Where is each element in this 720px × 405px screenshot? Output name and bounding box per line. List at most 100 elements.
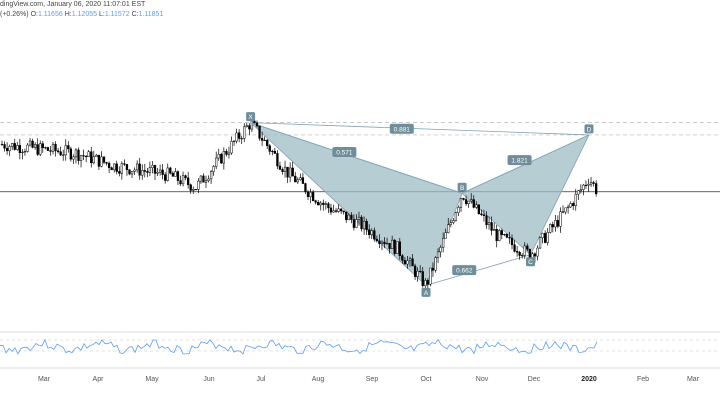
candle-body-94 [238, 132, 241, 139]
candle-body-52 [130, 171, 134, 175]
oscillator-line[interactable] [0, 338, 598, 355]
header-close-value: 1.11851 [138, 11, 164, 18]
candle-body-41 [102, 156, 106, 163]
candle-body-59 [148, 167, 152, 173]
candle-body-25 [62, 154, 65, 156]
candle-body-150 [380, 241, 384, 244]
candle-body-65 [164, 174, 167, 181]
candle-body-202 [513, 244, 516, 252]
candle-body-132 [334, 210, 338, 212]
candle-body-89 [225, 150, 228, 155]
candle-body-129 [327, 203, 330, 209]
candle-body-35 [87, 151, 90, 158]
candle-body-229 [582, 184, 585, 190]
candle-body-154 [391, 239, 394, 249]
candle-body-46 [115, 163, 118, 172]
candle-body-79 [199, 175, 203, 182]
pattern-point-C-badge[interactable] [526, 257, 536, 267]
candle-body-24 [59, 151, 62, 156]
header-low-label: L: [98, 11, 105, 18]
candle-body-28 [69, 148, 72, 160]
candle-body-22 [54, 143, 57, 152]
candle-body-10 [23, 151, 27, 153]
candle-body-109 [276, 153, 279, 167]
candle-body-222 [564, 207, 567, 213]
candle-body-196 [498, 230, 501, 242]
header-high-label: H: [64, 11, 72, 18]
candle-body-78 [197, 180, 200, 190]
candle-body-37 [92, 156, 95, 164]
candle-body-80 [202, 175, 205, 183]
candle-body-180 [457, 207, 460, 213]
candle-body-176 [447, 224, 450, 233]
pattern-point-A-badge[interactable] [421, 287, 431, 297]
candle-body-144 [365, 220, 368, 230]
pattern-triangle-xab[interactable] [250, 122, 463, 287]
candle-body-21 [51, 143, 55, 152]
candle-body-234 [595, 183, 598, 195]
x-axis-label-4: Jun [203, 376, 214, 383]
candle-body-190 [482, 214, 486, 216]
candle-body-57 [143, 170, 146, 172]
candle-body-62 [156, 171, 159, 174]
candle-body-53 [133, 169, 136, 172]
candle-body-172 [436, 251, 440, 258]
candle-body-206 [523, 245, 526, 256]
candle-body-16 [39, 143, 42, 155]
candle-body-123 [311, 192, 315, 202]
candle-body-54 [136, 163, 139, 171]
candle-body-165 [419, 270, 422, 273]
ratio-badge-x-b[interactable] [332, 146, 357, 157]
pattern-point-A-label: A [424, 290, 429, 297]
chart-header-ohlc: (+0.26%) O:1.11656 H:1.12055 L:1.11572 C… [0, 11, 163, 18]
candle-body-215 [546, 232, 549, 243]
candle-body-183 [464, 199, 468, 204]
candle-body-143 [362, 220, 366, 230]
candle-body-130 [329, 207, 333, 213]
x-axis-label-5: Jul [257, 376, 266, 383]
pattern-triangle-bcd[interactable] [461, 134, 590, 256]
candle-body-189 [480, 213, 483, 216]
candle-body-158 [401, 255, 404, 261]
pattern-line-ac[interactable] [425, 254, 531, 286]
pattern-line-xd[interactable] [250, 122, 590, 136]
candle-body-34 [85, 155, 88, 158]
candle-body-26 [64, 145, 67, 156]
candle-body-226 [574, 193, 577, 206]
candle-body-93 [235, 132, 238, 142]
ratio-badge-b-d[interactable] [507, 155, 532, 166]
pattern-point-X-badge[interactable] [246, 112, 256, 122]
candle-body-167 [424, 280, 427, 287]
candle-body-58 [146, 171, 149, 173]
candle-body-63 [158, 169, 162, 173]
pattern-point-D-badge[interactable] [584, 124, 594, 134]
candle-body-104 [263, 139, 266, 142]
candle-body-164 [416, 270, 419, 277]
pattern-point-B-badge[interactable] [457, 182, 467, 192]
candle-body-175 [444, 232, 447, 239]
candle-body-12 [28, 140, 32, 146]
candle-body-112 [283, 166, 287, 172]
candle-body-133 [337, 208, 340, 212]
candle-body-221 [561, 211, 565, 213]
candle-body-29 [72, 156, 75, 160]
candle-body-55 [138, 163, 141, 176]
candle-body-84 [212, 166, 215, 172]
candle-body-140 [355, 219, 358, 228]
candle-body-96 [243, 126, 246, 139]
x-axis-label-3: May [145, 376, 159, 383]
candle-body-15 [36, 144, 39, 155]
ratio-badge-a-c[interactable] [452, 265, 477, 276]
candle-body-76 [192, 189, 195, 191]
x-axis-label-8: Oct [421, 376, 432, 383]
candle-body-232 [589, 182, 593, 185]
candle-body-134 [340, 208, 343, 212]
candle-body-166 [421, 271, 424, 287]
candle-body-70 [176, 171, 180, 181]
pattern-line-xb[interactable] [250, 122, 463, 194]
candle-body-195 [495, 229, 498, 242]
ratio-badge-x-d[interactable] [389, 123, 414, 134]
candle-body-44 [110, 167, 113, 171]
ratio-label-b-d: 1.821 [511, 158, 528, 165]
